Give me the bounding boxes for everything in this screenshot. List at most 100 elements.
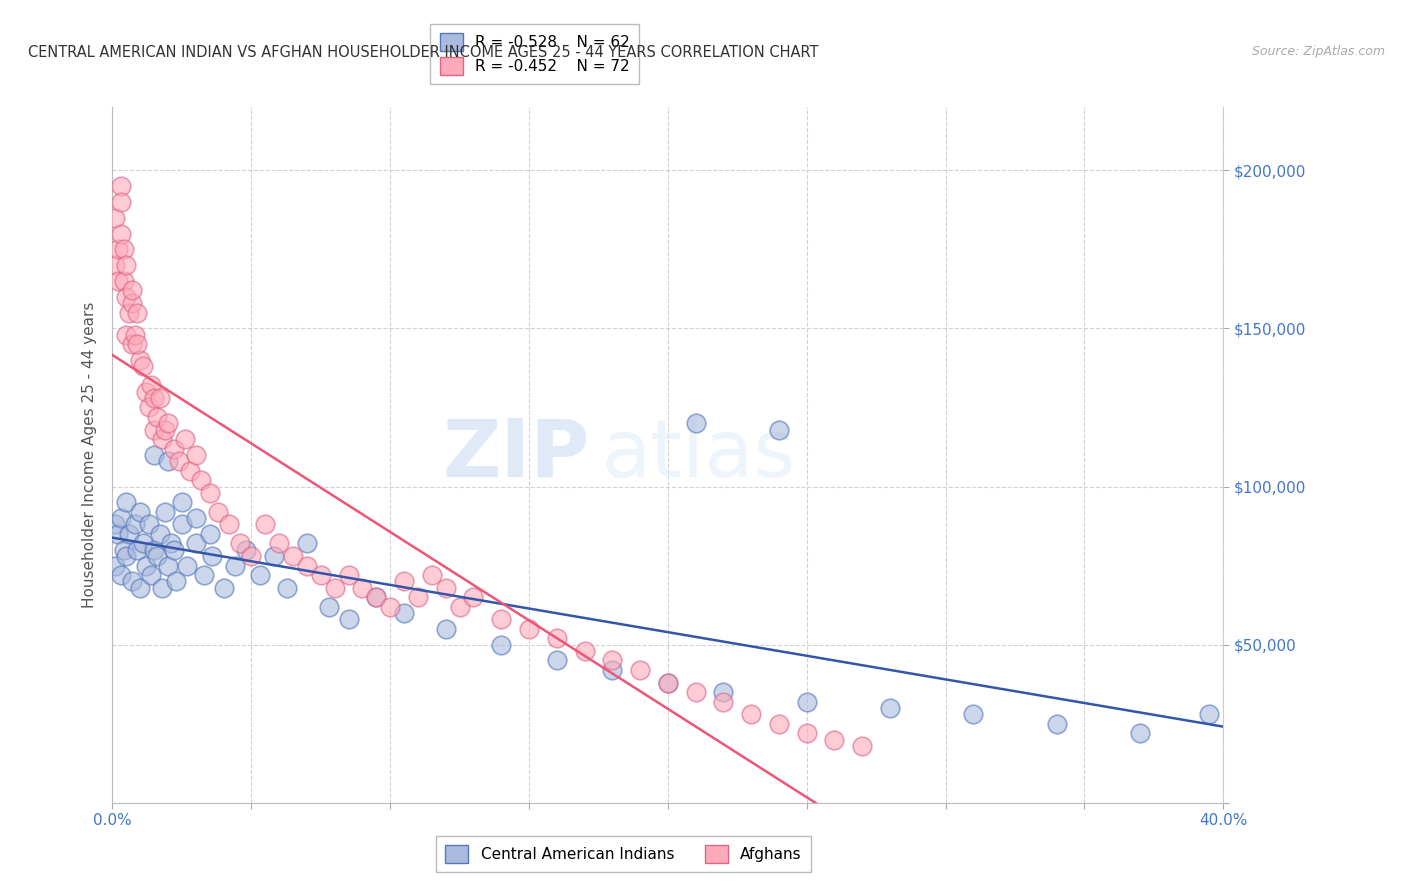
Point: [295, 536, 318, 550]
Point: [685, 685, 707, 699]
Point: [657, 675, 679, 690]
Point: [162, 442, 184, 456]
Legend: Central American Indians, Afghans: Central American Indians, Afghans: [436, 836, 811, 871]
Point: [110, 194, 132, 209]
Point: [132, 536, 155, 550]
Point: [190, 473, 212, 487]
Point: [115, 327, 138, 342]
Point: [110, 179, 132, 194]
Point: [110, 511, 132, 525]
Point: [167, 454, 190, 468]
Point: [138, 517, 160, 532]
Point: [115, 290, 138, 304]
Point: [107, 243, 129, 257]
Point: [162, 542, 184, 557]
Point: [157, 417, 180, 431]
Point: [149, 391, 172, 405]
Point: [602, 653, 624, 667]
Point: [115, 549, 138, 563]
Point: [392, 606, 415, 620]
Point: [1198, 707, 1220, 722]
Point: [1045, 716, 1069, 731]
Point: [179, 464, 201, 478]
Point: [796, 695, 818, 709]
Point: [157, 558, 180, 573]
Point: [295, 558, 318, 573]
Point: [149, 527, 172, 541]
Point: [104, 211, 127, 225]
Point: [392, 574, 415, 589]
Point: [152, 581, 174, 595]
Point: [193, 568, 215, 582]
Point: [159, 536, 181, 550]
Point: [224, 558, 246, 573]
Point: [366, 591, 388, 605]
Point: [546, 632, 568, 646]
Point: [118, 527, 141, 541]
Point: [121, 296, 143, 310]
Point: [796, 726, 818, 740]
Point: [657, 675, 679, 690]
Point: [229, 536, 252, 550]
Point: [517, 622, 540, 636]
Point: [118, 305, 141, 319]
Point: [165, 574, 187, 589]
Point: [143, 391, 166, 405]
Point: [129, 353, 152, 368]
Point: [406, 591, 429, 605]
Point: [628, 663, 651, 677]
Point: [121, 284, 143, 298]
Point: [127, 542, 149, 557]
Point: [240, 549, 263, 563]
Point: [380, 599, 402, 614]
Point: [110, 568, 132, 582]
Point: [141, 568, 163, 582]
Point: [127, 305, 149, 319]
Point: [129, 581, 152, 595]
Point: [207, 505, 229, 519]
Point: [152, 432, 174, 446]
Point: [157, 454, 180, 468]
Point: [135, 558, 157, 573]
Point: [155, 505, 177, 519]
Point: [146, 409, 169, 424]
Point: [851, 739, 873, 753]
Point: [141, 378, 163, 392]
Point: [127, 337, 149, 351]
Point: [281, 549, 304, 563]
Text: atlas: atlas: [602, 416, 796, 494]
Point: [110, 227, 132, 241]
Text: CENTRAL AMERICAN INDIAN VS AFGHAN HOUSEHOLDER INCOME AGES 25 - 44 YEARS CORRELAT: CENTRAL AMERICAN INDIAN VS AFGHAN HOUSEH…: [28, 45, 818, 60]
Point: [121, 337, 143, 351]
Point: [491, 612, 513, 626]
Point: [254, 517, 277, 532]
Y-axis label: Householder Income Ages 25 - 44 years: Householder Income Ages 25 - 44 years: [82, 301, 97, 608]
Point: [434, 622, 457, 636]
Point: [143, 448, 166, 462]
Point: [112, 542, 135, 557]
Point: [107, 527, 129, 541]
Point: [685, 417, 707, 431]
Point: [129, 505, 152, 519]
Point: [879, 701, 901, 715]
Point: [104, 517, 127, 532]
Point: [267, 536, 291, 550]
Point: [107, 274, 129, 288]
Point: [249, 568, 271, 582]
Point: [962, 707, 984, 722]
Point: [184, 511, 207, 525]
Point: [173, 432, 195, 446]
Point: [124, 517, 146, 532]
Point: [146, 549, 169, 563]
Point: [740, 707, 762, 722]
Point: [201, 549, 224, 563]
Point: [112, 274, 135, 288]
Point: [352, 581, 374, 595]
Point: [198, 486, 221, 500]
Point: [337, 568, 360, 582]
Point: [263, 549, 285, 563]
Point: [135, 384, 157, 399]
Point: [212, 581, 235, 595]
Point: [449, 599, 471, 614]
Point: [337, 612, 360, 626]
